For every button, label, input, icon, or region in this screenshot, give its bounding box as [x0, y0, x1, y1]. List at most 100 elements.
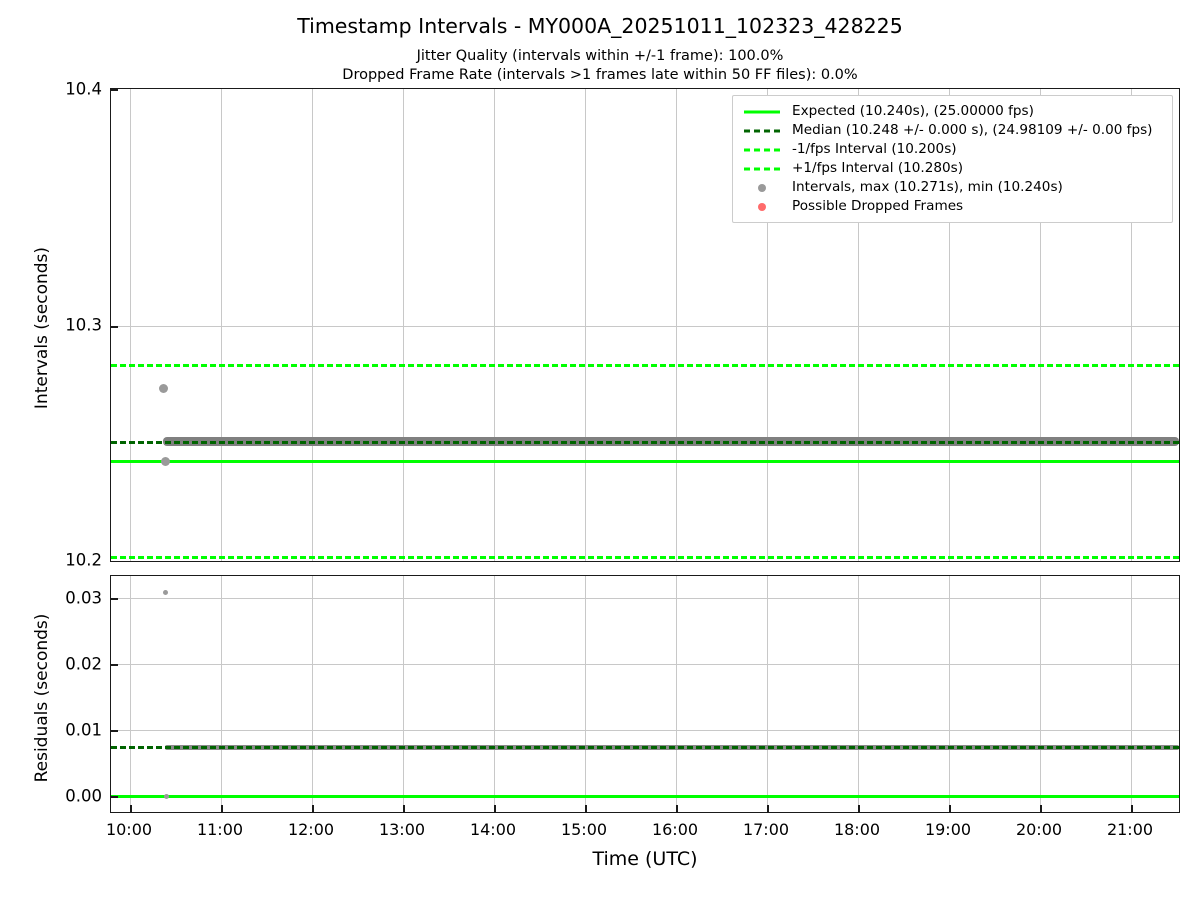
xtick-mark — [585, 805, 587, 812]
ytick-mark — [111, 664, 118, 666]
minus-one-fps-line-icon — [741, 140, 783, 159]
legend-item-intervals: Intervals, max (10.271s), min (10.240s) — [741, 178, 1164, 197]
xtick-label: 16:00 — [651, 820, 699, 839]
legend-item-dropped-frames: Possible Dropped Frames — [741, 197, 1164, 216]
gridline-vertical — [1131, 89, 1132, 561]
dropped-frame-subtitle: Dropped Frame Rate (intervals >1 frames … — [342, 67, 858, 83]
ytick-mark — [111, 326, 118, 328]
plus-one-fps-interval-line — [111, 364, 1179, 367]
gridline-vertical — [312, 576, 313, 812]
gridline-vertical — [767, 89, 768, 561]
gridline-vertical — [403, 576, 404, 812]
gridline-vertical — [494, 89, 495, 561]
residuals-plot-area — [111, 576, 1179, 812]
gridline-vertical — [494, 576, 495, 812]
ytick-label: 0.00 — [65, 786, 102, 806]
gridline-vertical — [676, 89, 677, 561]
gridline-vertical — [1040, 576, 1041, 812]
gridline-vertical — [949, 576, 950, 812]
figure-title: Timestamp Intervals - MY000A_20251011_10… — [297, 14, 903, 38]
jitter-quality-subtitle: Jitter Quality (intervals within +/-1 fr… — [416, 48, 784, 64]
minus-one-fps-interval-line — [111, 556, 1179, 559]
gridline-vertical — [312, 89, 313, 561]
ytick-mark — [111, 730, 118, 732]
ytick-label: 0.02 — [65, 654, 102, 674]
ytick-label: 0.03 — [65, 588, 102, 608]
xtick-label: 14:00 — [469, 820, 517, 839]
legend-item-median: Median (10.248 +/- 0.000 s), (24.98109 +… — [741, 121, 1164, 140]
legend-item-minus-one-fps: -1/fps Interval (10.200s) — [741, 140, 1164, 159]
gridline-horizontal — [111, 730, 1179, 731]
ytick-label: 10.3 — [65, 315, 102, 335]
gridline-vertical — [130, 576, 131, 812]
gridline-vertical — [403, 89, 404, 561]
xtick-mark — [676, 805, 678, 812]
legend-label: +1/fps Interval (10.280s) — [792, 160, 964, 176]
xtick-label: 17:00 — [742, 820, 790, 839]
xtick-mark — [403, 805, 405, 812]
gridline-vertical — [1131, 576, 1132, 812]
intervals-plot-area — [111, 89, 1179, 561]
gridline-vertical — [585, 576, 586, 812]
ytick-mark — [111, 561, 118, 562]
gridline-horizontal — [111, 326, 1179, 327]
gridline-vertical — [585, 89, 586, 561]
gridline-vertical — [767, 576, 768, 812]
legend-label: Median (10.248 +/- 0.000 s), (24.98109 +… — [792, 122, 1153, 138]
gridline-vertical — [858, 89, 859, 561]
ytick-mark — [111, 598, 118, 600]
ytick-label: 0.01 — [65, 720, 102, 740]
xtick-label: 11:00 — [196, 820, 244, 839]
gridline-vertical — [221, 89, 222, 561]
legend-label: Possible Dropped Frames — [792, 198, 964, 214]
xtick-mark — [1131, 805, 1133, 812]
legend-item-plus-one-fps: +1/fps Interval (10.280s) — [741, 159, 1164, 178]
xtick-label: 13:00 — [378, 820, 426, 839]
xtick-mark — [312, 805, 314, 812]
residual-point-max — [162, 589, 168, 595]
plus-one-fps-line-icon — [741, 159, 783, 178]
xtick-label: 20:00 — [1015, 820, 1063, 839]
median-residual-line — [111, 746, 1179, 749]
gridline-vertical — [858, 576, 859, 812]
xtick-mark — [949, 805, 951, 812]
xtick-mark — [130, 805, 132, 812]
ytick-mark — [111, 796, 118, 798]
xtick-mark — [494, 805, 496, 812]
residuals-plot-axes — [110, 575, 1180, 813]
median-line-icon — [741, 121, 783, 140]
legend-label: Intervals, max (10.271s), min (10.240s) — [792, 179, 1063, 195]
interval-point-max — [158, 383, 168, 393]
intervals-axis-label: Intervals (seconds) — [32, 246, 52, 410]
expected-line-icon — [741, 102, 783, 121]
residual-point-min — [163, 793, 169, 799]
gridline-horizontal — [111, 598, 1179, 599]
expected-residual-line — [111, 795, 1179, 798]
expected-line — [111, 460, 1179, 463]
gridline-vertical — [676, 576, 677, 812]
interval-point-min — [160, 456, 170, 466]
xtick-label: 21:00 — [1106, 820, 1154, 839]
median-line — [111, 441, 1179, 444]
gridline-vertical — [130, 89, 131, 561]
xtick-label: 19:00 — [924, 820, 972, 839]
chart-legend: Expected (10.240s), (25.00000 fps) Media… — [732, 95, 1173, 223]
residuals-axis-label: Residuals (seconds) — [32, 613, 52, 783]
xtick-label: 18:00 — [833, 820, 881, 839]
gridline-vertical — [949, 89, 950, 561]
xtick-mark — [221, 805, 223, 812]
legend-label: -1/fps Interval (10.200s) — [792, 141, 957, 157]
gridline-horizontal — [111, 664, 1179, 665]
legend-item-expected: Expected (10.240s), (25.00000 fps) — [741, 102, 1164, 121]
xtick-label: 15:00 — [560, 820, 608, 839]
legend-label: Expected (10.240s), (25.00000 fps) — [792, 103, 1034, 119]
time-axis-label: Time (UTC) — [592, 848, 698, 870]
gridline-vertical — [1040, 89, 1041, 561]
ytick-label: 10.2 — [65, 550, 102, 570]
red-dot-icon — [741, 197, 783, 216]
ytick-label: 10.4 — [65, 79, 102, 99]
xtick-mark — [767, 805, 769, 812]
gray-dot-icon — [741, 178, 783, 197]
xtick-mark — [1040, 805, 1042, 812]
